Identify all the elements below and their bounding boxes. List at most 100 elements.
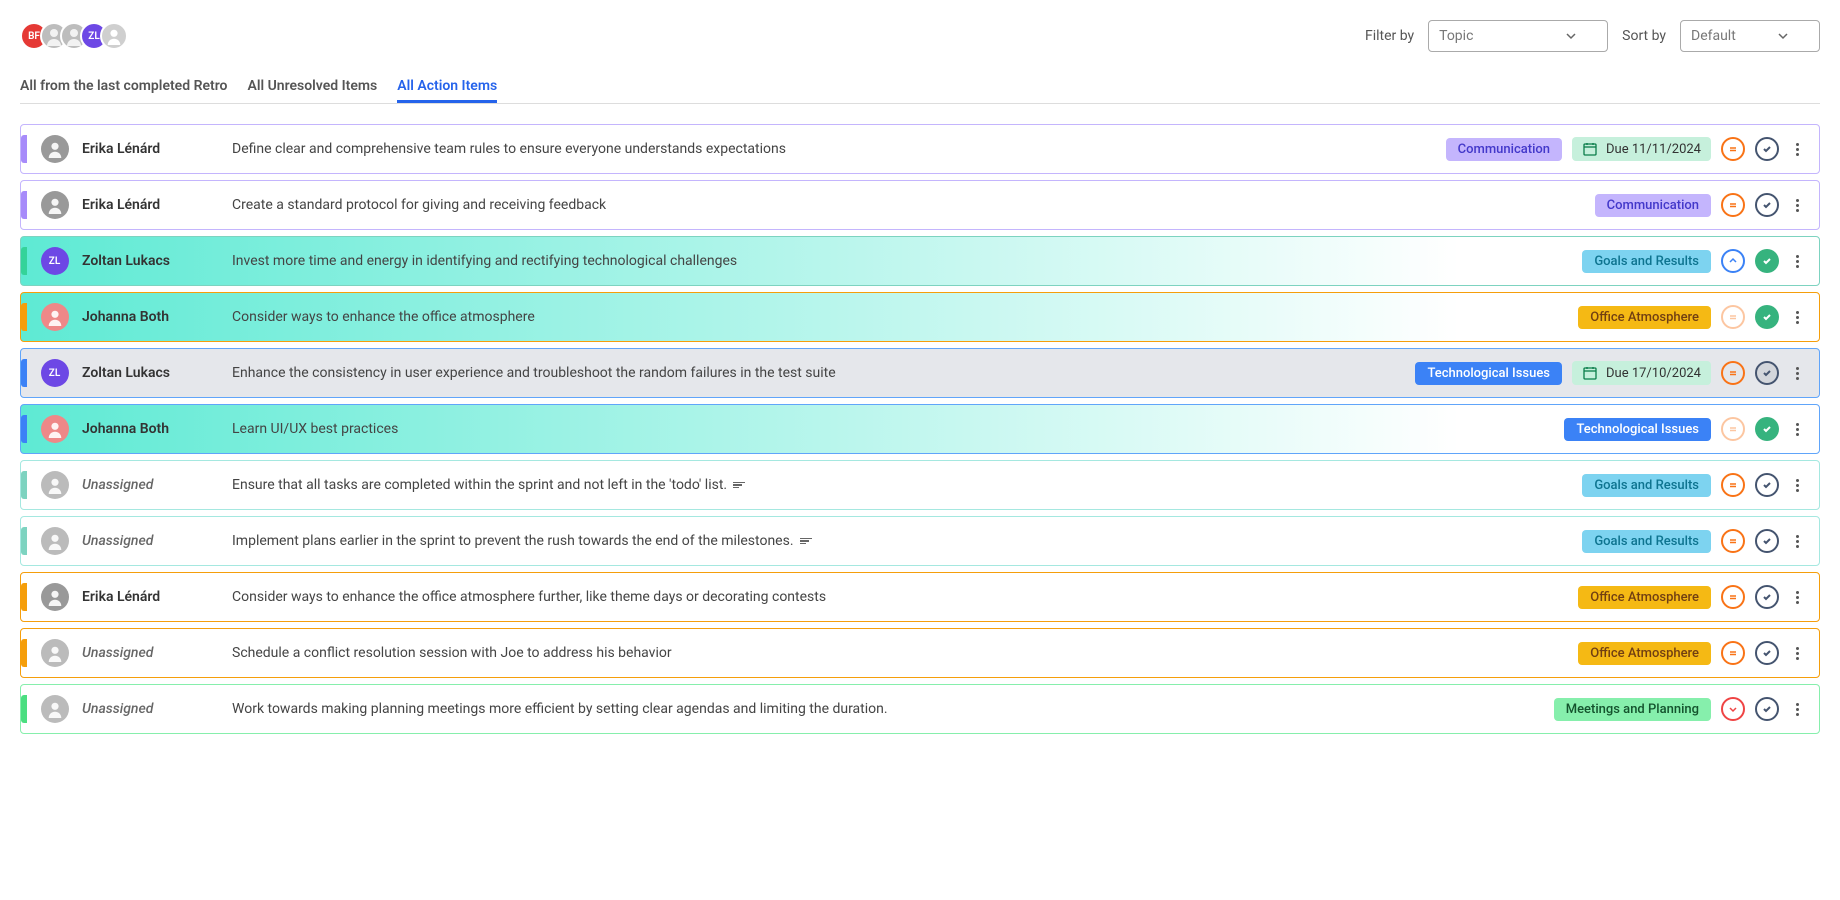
- item-description: Create a standard protocol for giving an…: [232, 197, 1595, 213]
- assignee-avatar: [41, 135, 69, 163]
- header-avatar[interactable]: [100, 22, 128, 50]
- assignee-name: Erika Lénárd: [82, 589, 232, 605]
- item-actions: Communication Due 11/11/2024: [1446, 137, 1805, 161]
- check-icon[interactable]: [1755, 641, 1779, 665]
- priority-icon[interactable]: [1721, 641, 1745, 665]
- priority-icon[interactable]: [1721, 361, 1745, 385]
- action-item-row: ZL Zoltan LukacsEnhance the consistency i…: [20, 348, 1820, 398]
- assignee-name: Unassigned: [82, 701, 232, 717]
- topic-tag[interactable]: Goals and Results: [1582, 474, 1711, 497]
- check-icon[interactable]: [1755, 529, 1779, 553]
- topic-tag[interactable]: Technological Issues: [1415, 362, 1562, 385]
- check-icon[interactable]: [1755, 137, 1779, 161]
- check-icon[interactable]: [1755, 193, 1779, 217]
- assignee-name: Erika Lénárd: [82, 141, 232, 157]
- check-icon[interactable]: [1755, 473, 1779, 497]
- item-actions: Communication: [1595, 193, 1805, 217]
- item-description: Invest more time and energy in identifyi…: [232, 253, 1582, 269]
- assignee-avatar: ZL: [41, 359, 69, 387]
- check-icon[interactable]: [1755, 697, 1779, 721]
- action-item-row: UnassignedImplement plans earlier in the…: [20, 516, 1820, 566]
- avatar-slot: [27, 191, 82, 219]
- more-menu-icon[interactable]: [1789, 251, 1805, 272]
- check-icon[interactable]: [1755, 585, 1779, 609]
- item-description: Work towards making planning meetings mo…: [232, 701, 1554, 717]
- more-menu-icon[interactable]: [1789, 195, 1805, 216]
- due-date[interactable]: Due 11/11/2024: [1572, 137, 1711, 161]
- more-menu-icon[interactable]: [1789, 363, 1805, 384]
- tab[interactable]: All Unresolved Items: [247, 72, 377, 103]
- item-actions: Office Atmosphere: [1578, 641, 1805, 665]
- more-menu-icon[interactable]: [1789, 643, 1805, 664]
- tab[interactable]: All Action Items: [397, 72, 497, 103]
- item-description: Consider ways to enhance the office atmo…: [232, 589, 1578, 605]
- priority-icon[interactable]: [1721, 585, 1745, 609]
- topic-tag[interactable]: Goals and Results: [1582, 250, 1711, 273]
- due-date[interactable]: Due 17/10/2024: [1572, 361, 1711, 385]
- avatar-slot: [27, 303, 82, 331]
- avatar-slot: [27, 695, 82, 723]
- more-menu-icon[interactable]: [1789, 419, 1805, 440]
- assignee-name: Johanna Both: [82, 421, 232, 437]
- priority-icon[interactable]: [1721, 193, 1745, 217]
- sort-by-value: Default: [1691, 28, 1736, 44]
- more-menu-icon[interactable]: [1789, 139, 1805, 160]
- avatar-slot: [27, 583, 82, 611]
- topic-tag[interactable]: Office Atmosphere: [1578, 586, 1711, 609]
- priority-icon[interactable]: [1721, 473, 1745, 497]
- assignee-name: Zoltan Lukacs: [82, 253, 232, 269]
- check-icon[interactable]: [1755, 249, 1779, 273]
- assignee-avatar: ZL: [41, 247, 69, 275]
- header-avatars: BFZL: [20, 22, 128, 50]
- item-description: Implement plans earlier in the sprint to…: [232, 533, 1582, 549]
- item-description: Schedule a conflict resolution session w…: [232, 645, 1578, 661]
- priority-icon[interactable]: [1721, 305, 1745, 329]
- priority-icon[interactable]: [1721, 417, 1745, 441]
- filter-by-label: Filter by: [1365, 28, 1414, 44]
- topic-tag[interactable]: Office Atmosphere: [1578, 306, 1711, 329]
- action-item-row: ZL Zoltan LukacsInvest more time and ener…: [20, 236, 1820, 286]
- assignee-avatar: [41, 583, 69, 611]
- tab[interactable]: All from the last completed Retro: [20, 72, 227, 103]
- sort-by-select[interactable]: Default: [1680, 20, 1820, 52]
- check-icon[interactable]: [1755, 417, 1779, 441]
- action-item-row: Erika LénárdDefine clear and comprehensi…: [20, 124, 1820, 174]
- assignee-name: Zoltan Lukacs: [82, 365, 232, 381]
- assignee-avatar: [41, 639, 69, 667]
- more-menu-icon[interactable]: [1789, 531, 1805, 552]
- avatar-slot: ZL: [27, 247, 82, 275]
- item-actions: Goals and Results: [1582, 529, 1805, 553]
- sort-lines-icon: [733, 482, 745, 489]
- more-menu-icon[interactable]: [1789, 587, 1805, 608]
- assignee-avatar: [41, 191, 69, 219]
- topic-tag[interactable]: Goals and Results: [1582, 530, 1711, 553]
- calendar-icon: [1582, 141, 1598, 157]
- items-list: Erika LénárdDefine clear and comprehensi…: [20, 124, 1820, 734]
- item-description: Enhance the consistency in user experien…: [232, 365, 1415, 381]
- more-menu-icon[interactable]: [1789, 699, 1805, 720]
- item-description: Consider ways to enhance the office atmo…: [232, 309, 1578, 325]
- item-actions: Technological Issues: [1564, 417, 1805, 441]
- sort-lines-icon: [800, 538, 812, 545]
- topic-tag[interactable]: Communication: [1446, 138, 1562, 161]
- filter-by-select[interactable]: Topic: [1428, 20, 1608, 52]
- topic-tag[interactable]: Office Atmosphere: [1578, 642, 1711, 665]
- priority-icon[interactable]: [1721, 137, 1745, 161]
- item-description: Ensure that all tasks are completed with…: [232, 477, 1582, 493]
- action-item-row: Johanna BothConsider ways to enhance the…: [20, 292, 1820, 342]
- priority-icon[interactable]: [1721, 249, 1745, 273]
- action-item-row: UnassignedSchedule a conflict resolution…: [20, 628, 1820, 678]
- topic-tag[interactable]: Meetings and Planning: [1554, 698, 1711, 721]
- check-icon[interactable]: [1755, 361, 1779, 385]
- more-menu-icon[interactable]: [1789, 475, 1805, 496]
- action-item-row: UnassignedWork towards making planning m…: [20, 684, 1820, 734]
- priority-icon[interactable]: [1721, 697, 1745, 721]
- check-icon[interactable]: [1755, 305, 1779, 329]
- more-menu-icon[interactable]: [1789, 307, 1805, 328]
- assignee-name: Unassigned: [82, 477, 232, 493]
- topic-tag[interactable]: Technological Issues: [1564, 418, 1711, 441]
- priority-icon[interactable]: [1721, 529, 1745, 553]
- topic-tag[interactable]: Communication: [1595, 194, 1711, 217]
- assignee-avatar: [41, 415, 69, 443]
- item-actions: Goals and Results: [1582, 473, 1805, 497]
